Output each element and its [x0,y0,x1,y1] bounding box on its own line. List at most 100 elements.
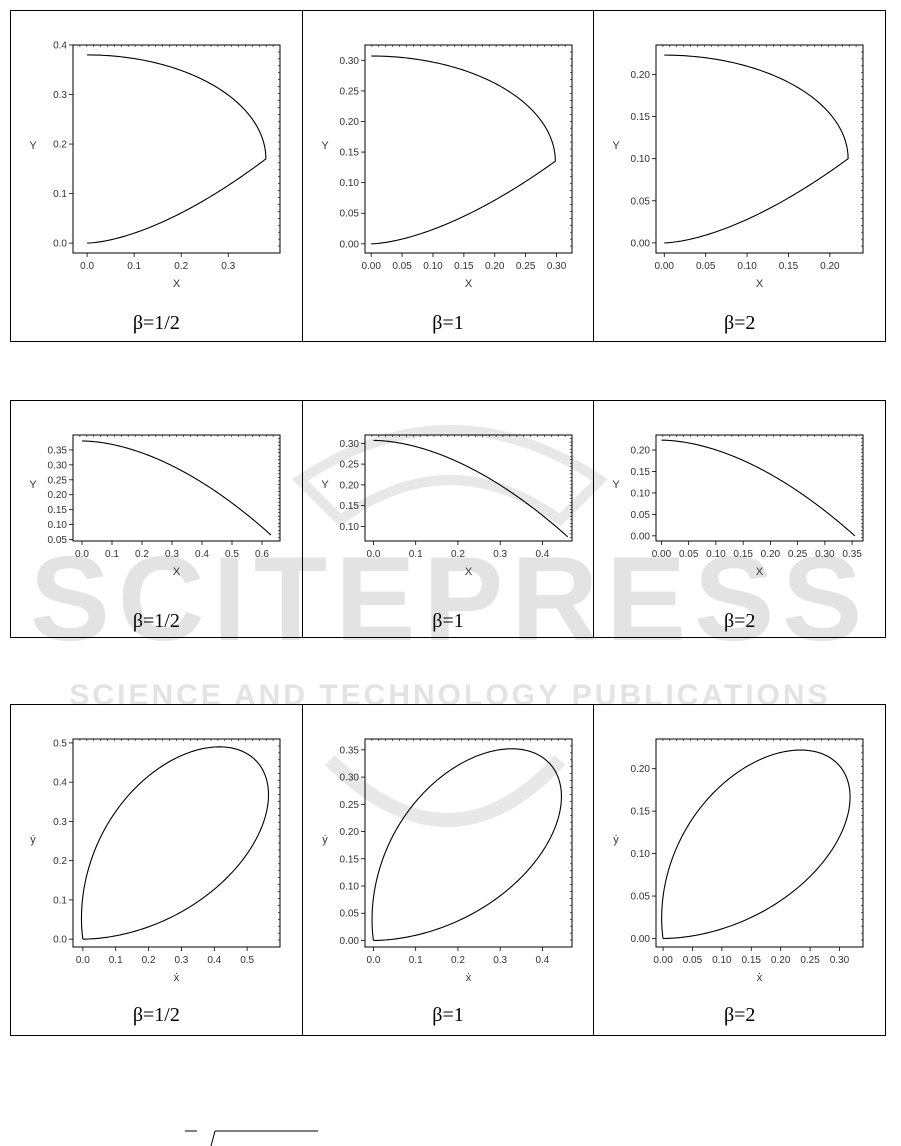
x-tick-label: 0.20 [485,261,505,272]
y-tick-label: 0.25 [339,460,359,471]
x-axis-label: X [465,566,473,578]
plot-r2c3: 0.00 0.05 0.10 0.15 0.20 0.25 0.30 0.35 0.00 0.05… [613,434,864,578]
y-axis-label: ẏ [322,834,328,846]
y-tick-label: 0.20 [631,446,651,457]
y-tick-label: 0.5 [53,738,67,749]
y-tick-label: 0.30 [339,56,359,67]
y-tick-label: 0.30 [339,439,359,450]
x-tick-label: 0.4 [535,955,549,966]
caption-r2c3: β=2 [723,610,756,632]
plot-r1c2: 0.00 0.05 0.10 0.15 0.20 0.25 0.30 0.00 0.05 0.10… [321,44,573,290]
panel-r1c3: 0.00 0.05 0.10 0.15 0.20 0.00 0.05 0.10 0.15 0.20… [594,11,885,341]
x-tick-label: 0.1 [408,955,422,966]
x-tick-label: 0.1 [109,955,123,966]
trajectory-line [80,746,270,940]
x-tick-label: 0.05 [696,261,716,272]
x-axis-label: X [756,566,764,578]
x-tick-label: 0.25 [801,955,821,966]
caption-r2c2: β=1 [432,610,464,632]
plot-r3c1: 0.0 0.1 0.2 0.3 0.4 0.5 0.0 0.1 0.2 0.3 0.4 0.5 ẋ ẏ [30,738,281,984]
y-tick-label: 0.35 [339,745,359,756]
x-tick-label: 0.10 [707,549,727,560]
y-tick-label: 0.15 [339,148,359,159]
caption-r3c2: β=1 [432,1004,464,1026]
plot-r1c3: 0.00 0.05 0.10 0.15 0.20 0.00 0.05 0.10 0.15 0.20… [613,44,864,290]
x-tick-label: 0.00 [361,261,381,272]
trajectory-line [371,748,562,942]
trajectory-line [373,439,568,538]
y-tick-label: 0.20 [631,764,651,775]
figure-row-1: 0.0 0.1 0.2 0.3 0.0 0.1 0.2 0.3 0.4 X Y β=1/2 0.00… [10,10,886,342]
y-tick-label: 0.10 [631,849,651,860]
x-tick-label: 0.4 [535,549,549,560]
x-tick-label: 0.20 [761,549,781,560]
y-tick-label: 0.00 [339,936,359,947]
y-axis-label: Y [613,479,621,491]
y-axis-label: Y [321,479,329,491]
y-tick-label: 0.2 [53,856,67,867]
plot-r2c2: 0.0 0.1 0.2 0.3 0.4 0.10 0.15 0.20 0.25 0.30 X Y [321,434,573,578]
y-axis-label: ẏ [30,834,36,846]
formula-radical [210,1130,216,1146]
x-tick-label: 0.1 [408,549,422,560]
x-tick-label: 0.2 [174,261,188,272]
x-tick-label: 0.3 [165,549,179,560]
x-tick-label: 0.25 [516,261,536,272]
x-tick-label: 0.00 [652,549,672,560]
panel-r3c1: 0.0 0.1 0.2 0.3 0.4 0.5 0.0 0.1 0.2 0.3 0.4 0.5 ẋ ẏ β… [11,705,303,1035]
y-tick-label: 0.2 [53,140,67,151]
x-tick-label: 0.5 [240,955,254,966]
y-tick-label: 0.20 [339,827,359,838]
x-tick-label: 0.15 [734,549,754,560]
plot-r2c1: 0.0 0.1 0.2 0.3 0.4 0.5 0.6 0.05 0.10 0.15 0.20 0.2… [29,434,281,578]
plot-frame [364,434,573,542]
x-axis-label: X [756,278,764,290]
panel-r3c3: 0.00 0.05 0.10 0.15 0.20 0.25 0.30 0.00 0.05 0.10… [594,705,885,1035]
y-tick-label: 0.15 [631,807,651,818]
caption-r1c3: β=2 [723,312,756,334]
x-tick-label: 0.05 [392,261,412,272]
y-tick-label: 0.15 [631,467,651,478]
x-axis-label: X [173,566,181,578]
y-tick-label: 0.10 [339,178,359,189]
x-tick-label: 0.15 [454,261,474,272]
x-axis-label: X [173,278,181,290]
x-tick-label: 0.30 [830,955,850,966]
y-tick-label: 0.15 [339,854,359,865]
y-axis-label: Y [613,140,621,152]
trajectory-line [664,54,849,244]
x-tick-label: 0.3 [221,261,235,272]
panel-r2c1: 0.0 0.1 0.2 0.3 0.4 0.5 0.6 0.05 0.10 0.15 0.20 0.2… [11,401,303,637]
x-tick-label: 0.4 [207,955,221,966]
y-tick-label: 0.20 [339,117,359,128]
y-tick-label: 0.25 [339,86,359,97]
x-tick-label: 0.10 [712,955,732,966]
plot-r1c1: 0.0 0.1 0.2 0.3 0.0 0.1 0.2 0.3 0.4 X Y [29,41,281,290]
x-tick-label: 0.2 [451,955,465,966]
y-tick-label: 0.05 [631,892,651,903]
x-tick-label: 0.20 [771,955,791,966]
x-tick-label: 0.15 [779,261,799,272]
y-tick-label: 0.15 [631,112,651,123]
plot-frame [72,738,281,948]
y-tick-label: 0.35 [48,445,68,456]
y-tick-label: 0.15 [339,501,359,512]
x-tick-label: 0.0 [366,955,380,966]
plot-frame [655,44,864,254]
trajectory-line [661,439,856,537]
y-tick-label: 0.15 [48,505,68,516]
caption-r3c1: β=1/2 [132,1004,180,1026]
figure-row-2: 0.0 0.1 0.2 0.3 0.4 0.5 0.6 0.05 0.10 0.15 0.20 0.2… [10,400,886,638]
x-tick-label: 0.25 [788,549,808,560]
caption-r1c1: β=1/2 [132,312,180,334]
x-tick-label: 0.05 [679,549,699,560]
y-tick-label: 0.05 [339,909,359,920]
y-tick-label: 0.1 [53,895,67,906]
y-tick-label: 0.00 [631,238,651,249]
x-axis-label: ẋ [465,972,471,984]
x-axis-label: ẋ [757,972,763,984]
y-tick-label: 0.20 [48,490,68,501]
x-tick-label: 0.2 [451,549,465,560]
trajectory-line [661,749,851,940]
y-tick-label: 0.10 [631,154,651,165]
